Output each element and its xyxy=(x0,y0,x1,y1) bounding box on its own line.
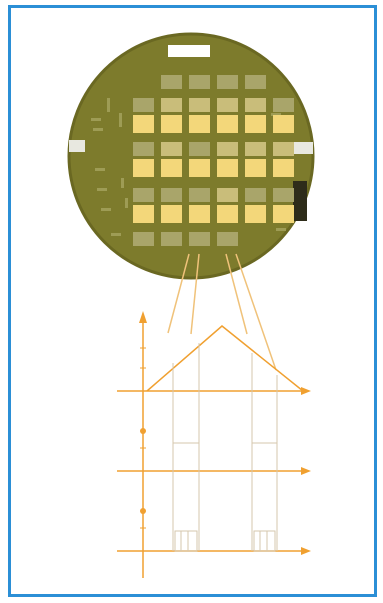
die xyxy=(161,75,182,89)
die xyxy=(189,159,210,177)
die xyxy=(245,188,266,202)
die xyxy=(161,232,182,246)
wafer-right-marker xyxy=(291,142,313,154)
vertical-axis-ticks xyxy=(140,347,146,529)
vertical-axis-arrow xyxy=(139,311,147,323)
connector-line xyxy=(190,253,200,335)
horizontal-axis-middle-arrow xyxy=(301,467,311,475)
die xyxy=(217,188,238,202)
wafer-top-label-box xyxy=(168,45,210,57)
die xyxy=(217,75,238,89)
horizontal-axis-bottom-arrow xyxy=(301,547,311,555)
axis-node xyxy=(140,428,146,434)
die xyxy=(161,142,182,156)
wafer-left-marker xyxy=(69,140,85,152)
pulse-window-right xyxy=(251,353,278,552)
triangle-waveform xyxy=(146,325,304,392)
die xyxy=(133,188,154,202)
pulse-window-left xyxy=(172,343,200,552)
die xyxy=(189,75,210,89)
die xyxy=(273,188,294,202)
die xyxy=(189,188,210,202)
die xyxy=(133,142,154,156)
wafer-notch xyxy=(293,181,307,221)
wafer-test-marks xyxy=(91,98,286,236)
die xyxy=(133,232,154,246)
die xyxy=(133,115,154,133)
axis-node xyxy=(140,508,146,514)
die xyxy=(217,142,238,156)
die xyxy=(133,159,154,177)
wafer-timing-illustration xyxy=(67,32,315,578)
connector-line xyxy=(235,253,277,371)
die xyxy=(133,98,154,112)
die xyxy=(189,205,210,223)
die xyxy=(217,115,238,133)
die xyxy=(161,205,182,223)
die xyxy=(161,188,182,202)
die xyxy=(161,115,182,133)
die xyxy=(217,205,238,223)
die xyxy=(189,232,210,246)
die xyxy=(217,159,238,177)
die xyxy=(273,205,294,223)
die xyxy=(273,98,294,112)
wafer xyxy=(67,32,315,280)
horizontal-axis-top-arrow xyxy=(301,387,311,395)
connector-line xyxy=(225,253,248,335)
connector-line xyxy=(167,253,190,334)
die-grid xyxy=(133,75,294,246)
timing-diagram xyxy=(117,311,311,578)
figure-frame xyxy=(8,5,377,597)
die xyxy=(245,98,266,112)
die xyxy=(189,142,210,156)
wafer-edge xyxy=(67,32,315,280)
die xyxy=(189,115,210,133)
die xyxy=(245,159,266,177)
die xyxy=(161,98,182,112)
die xyxy=(245,115,266,133)
die xyxy=(217,232,238,246)
die xyxy=(245,75,266,89)
die xyxy=(273,142,294,156)
die xyxy=(273,159,294,177)
die xyxy=(133,205,154,223)
die xyxy=(273,115,294,133)
connector-lines xyxy=(167,253,277,371)
die xyxy=(161,159,182,177)
die xyxy=(245,142,266,156)
die xyxy=(245,205,266,223)
die xyxy=(189,98,210,112)
die xyxy=(217,98,238,112)
